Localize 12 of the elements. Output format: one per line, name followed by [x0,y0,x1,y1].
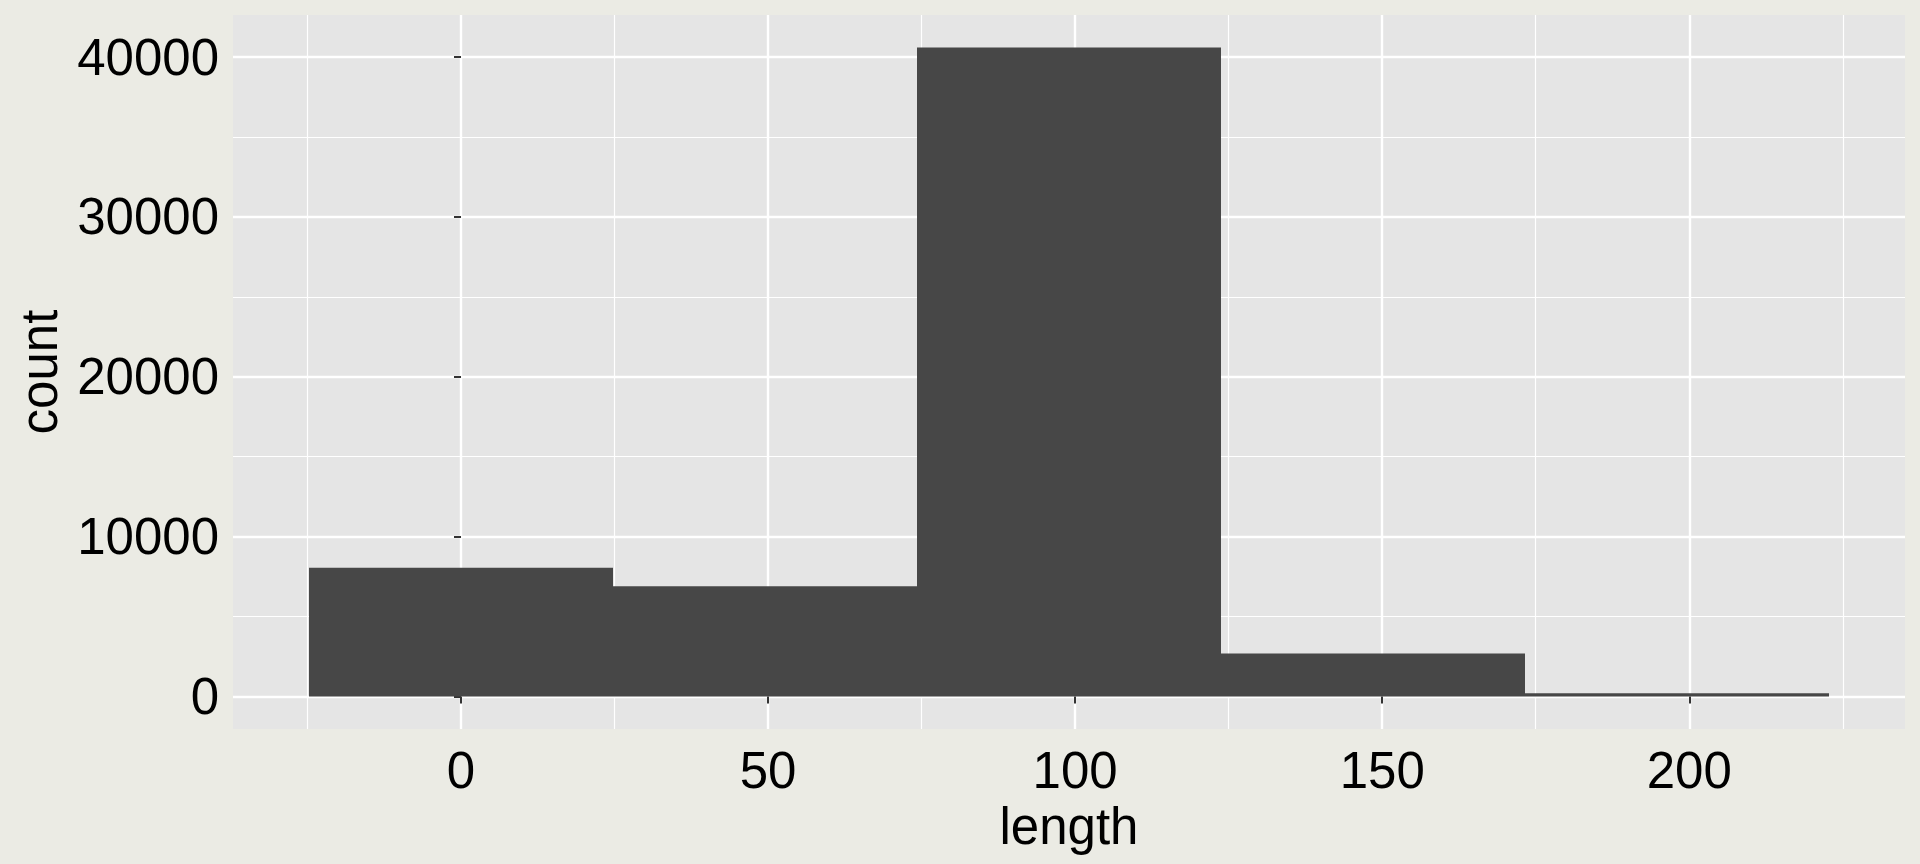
y-tick-label: 0 [190,668,219,726]
x-tick-label: 200 [1646,742,1732,799]
x-tick-label: 150 [1339,742,1425,799]
y-tick-label: 40000 [77,28,219,86]
y-tick-label: 20000 [77,348,219,406]
x-tick-label: 0 [446,742,476,799]
x-tick-label: 50 [739,742,797,799]
y-tick-label: 30000 [77,188,219,246]
y-axis-title: count [11,309,68,435]
y-tick-label: 10000 [77,508,219,566]
x-axis-title: length [999,797,1139,855]
x-tick-label: 100 [1032,742,1118,799]
